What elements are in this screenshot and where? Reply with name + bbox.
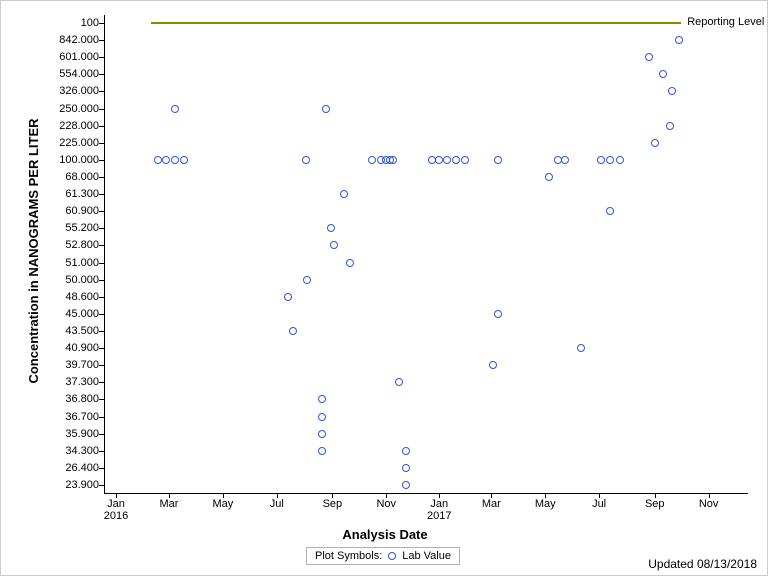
x-tick-mark — [116, 493, 117, 498]
y-tick-mark — [99, 348, 104, 349]
data-point — [597, 156, 605, 164]
data-point — [666, 122, 674, 130]
data-point — [318, 413, 326, 421]
y-tick-mark — [99, 143, 104, 144]
data-point — [402, 481, 410, 489]
data-point — [395, 378, 403, 386]
y-tick-mark — [99, 263, 104, 264]
y-tick-mark — [99, 177, 104, 178]
y-tick-mark — [99, 228, 104, 229]
legend: Plot Symbols: Lab Value — [306, 547, 460, 565]
y-tick-mark — [99, 382, 104, 383]
y-tick-mark — [99, 109, 104, 110]
x-tick-mark — [277, 493, 278, 498]
x-tick-mark — [439, 493, 440, 498]
data-point — [616, 156, 624, 164]
y-tick-mark — [99, 451, 104, 452]
x-tick-mark — [332, 493, 333, 498]
y-tick-mark — [99, 91, 104, 92]
data-point — [675, 36, 683, 44]
data-markers — [1, 1, 768, 577]
data-point — [435, 156, 443, 164]
x-tick-mark — [169, 493, 170, 498]
y-tick-mark — [99, 160, 104, 161]
data-point — [545, 173, 553, 181]
legend-item-label: Lab Value — [402, 550, 451, 562]
x-tick-mark — [386, 493, 387, 498]
data-point — [302, 156, 310, 164]
data-point — [171, 156, 179, 164]
data-point — [443, 156, 451, 164]
x-tick-mark — [545, 493, 546, 498]
data-point — [461, 156, 469, 164]
data-point — [171, 105, 179, 113]
data-point — [561, 156, 569, 164]
y-tick-mark — [99, 314, 104, 315]
data-point — [606, 156, 614, 164]
data-point — [162, 156, 170, 164]
data-point — [577, 344, 585, 352]
y-tick-mark — [99, 23, 104, 24]
y-tick-mark — [99, 365, 104, 366]
data-point — [318, 447, 326, 455]
y-tick-mark — [99, 417, 104, 418]
data-point — [606, 207, 614, 215]
data-point — [303, 276, 311, 284]
footnote: Updated 08/13/2018 — [648, 557, 757, 571]
data-point — [668, 87, 676, 95]
data-point — [322, 105, 330, 113]
y-tick-mark — [99, 40, 104, 41]
x-tick-mark — [491, 493, 492, 498]
y-tick-mark — [99, 280, 104, 281]
x-tick-mark — [655, 493, 656, 498]
x-tick-mark — [709, 493, 710, 498]
y-tick-mark — [99, 74, 104, 75]
data-point — [402, 447, 410, 455]
data-point — [402, 464, 410, 472]
y-tick-mark — [99, 57, 104, 58]
data-point — [494, 310, 502, 318]
data-point — [284, 293, 292, 301]
data-point — [452, 156, 460, 164]
y-tick-mark — [99, 297, 104, 298]
y-tick-mark — [99, 434, 104, 435]
data-point — [645, 53, 653, 61]
data-point — [327, 224, 335, 232]
y-tick-mark — [99, 211, 104, 212]
data-point — [346, 259, 354, 267]
y-tick-mark — [99, 399, 104, 400]
x-tick-mark — [599, 493, 600, 498]
data-point — [318, 430, 326, 438]
chart-container: Concentration in NANOGRAMS PER LITER 100… — [0, 0, 768, 576]
y-tick-mark — [99, 194, 104, 195]
data-point — [330, 241, 338, 249]
data-point — [651, 139, 659, 147]
data-point — [368, 156, 376, 164]
y-tick-mark — [99, 245, 104, 246]
data-point — [389, 156, 397, 164]
y-tick-mark — [99, 468, 104, 469]
y-tick-mark — [99, 485, 104, 486]
y-tick-mark — [99, 126, 104, 127]
data-point — [154, 156, 162, 164]
data-point — [489, 361, 497, 369]
legend-title: Plot Symbols: — [315, 550, 382, 562]
data-point — [340, 190, 348, 198]
x-tick-mark — [223, 493, 224, 498]
data-point — [494, 156, 502, 164]
data-point — [318, 395, 326, 403]
lab-value-icon — [388, 552, 396, 560]
y-tick-mark — [99, 331, 104, 332]
data-point — [659, 70, 667, 78]
data-point — [180, 156, 188, 164]
data-point — [289, 327, 297, 335]
